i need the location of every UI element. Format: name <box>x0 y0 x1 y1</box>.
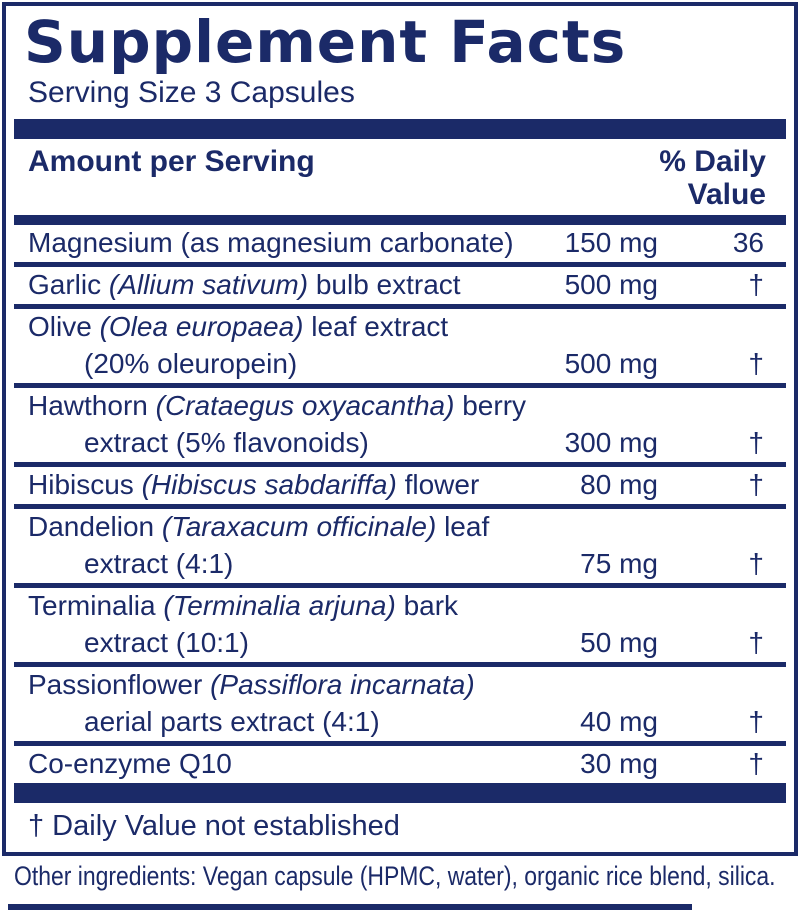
daily-value: † <box>748 748 764 780</box>
ingredient-row-coq10: Co-enzyme Q10 30 mg † <box>14 741 786 783</box>
ingredient-name-continuation: aerial parts extract (4:1) <box>84 706 380 738</box>
ingredient-name-text: Passionflower <box>28 669 211 701</box>
latin-name: (Allium sativum) <box>108 269 309 301</box>
latin-name: (Terminalia arjuna) <box>163 590 396 622</box>
ingredient-row-olive: Olive (Olea europaea) leaf extract (20% … <box>14 304 786 383</box>
ingredient-name-text: Garlic <box>28 269 109 301</box>
ingredient-name-text: Terminalia <box>28 590 164 622</box>
ingredient-name-text: Hibiscus <box>28 469 142 501</box>
ingredient-name: Co-enzyme Q10 <box>14 748 528 780</box>
ingredient-name: Garlic (Allium sativum) bulb extract <box>14 269 528 301</box>
ingredient-line-continuation: (20% oleuropein) 500 mg † <box>14 346 786 383</box>
daily-value-header: % Daily Value <box>659 145 766 211</box>
ingredient-row-dandelion: Dandelion (Taraxacum officinale) leaf ex… <box>14 504 786 583</box>
ingredient-name-suffix: flower <box>396 469 480 501</box>
ingredient-name-continuation: (20% oleuropein) <box>84 348 298 380</box>
ingredient-amount: 50 mg <box>580 627 658 659</box>
ingredient-name-text: Co-enzyme Q10 <box>28 748 232 780</box>
ingredient-amount: 500 mg <box>564 269 658 301</box>
ingredient-amount: 80 mg <box>580 469 658 501</box>
ingredient-line: Garlic (Allium sativum) bulb extract 500… <box>14 267 786 304</box>
divider-thick-bottom <box>14 783 786 804</box>
other-ingredients: Other ingredients: Vegan capsule (HPMC, … <box>14 861 776 892</box>
ingredient-name-suffix: leaf extract <box>303 311 449 343</box>
ingredient-name-text: Dandelion <box>28 511 162 543</box>
latin-name: (Olea europaea) <box>99 311 304 343</box>
ingredient-line: Olive (Olea europaea) leaf extract <box>14 309 786 346</box>
ingredient-name: Olive (Olea europaea) leaf extract <box>14 311 528 343</box>
ingredient-name-suffix: bulb extract <box>308 269 461 301</box>
ingredient-table: Magnesium (as magnesium carbonate) 150 m… <box>14 225 786 783</box>
ingredient-row-terminalia: Terminalia (Terminalia arjuna) bark extr… <box>14 583 786 662</box>
daily-value: † <box>748 469 764 501</box>
ingredient-name-suffix: leaf <box>436 511 490 543</box>
daily-value-header-line2: Value <box>687 178 766 212</box>
ingredient-name: Hibiscus (Hibiscus sabdariffa) flower <box>14 469 528 501</box>
daily-value-header-line1: % Daily <box>659 145 766 179</box>
ingredient-name-text: Olive <box>28 311 100 343</box>
divider-thick-top <box>14 119 786 140</box>
ingredient-line-continuation: aerial parts extract (4:1) 40 mg † <box>14 704 786 741</box>
latin-name: (Hibiscus sabdariffa) <box>141 469 397 501</box>
ingredient-line: Hibiscus (Hibiscus sabdariffa) flower 80… <box>14 467 786 504</box>
ingredient-name-continuation: extract (10:1) <box>84 627 249 659</box>
daily-value: 36 <box>732 227 764 259</box>
amount-per-serving-header: Amount per Serving <box>28 145 315 179</box>
ingredient-name-suffix: berry <box>454 390 527 422</box>
daily-value: † <box>748 269 764 301</box>
ingredient-name-text: Magnesium (as magnesium carbonate) <box>28 227 514 259</box>
column-header: Amount per Serving % Daily Value <box>14 139 786 215</box>
ingredient-name-suffix: bark <box>395 590 459 622</box>
latin-name: (Crataegus oxyacantha) <box>155 390 455 422</box>
bottom-edge-bar <box>8 904 692 910</box>
ingredient-name-text: Hawthorn <box>28 390 156 422</box>
ingredient-name-continuation: extract (4:1) <box>84 548 234 580</box>
daily-value: † <box>748 427 764 459</box>
ingredient-name: Passionflower (Passiflora incarnata) <box>14 669 528 701</box>
daily-value: † <box>748 548 764 580</box>
latin-name: (Passiflora incarnata) <box>210 669 475 701</box>
ingredient-line: Co-enzyme Q10 30 mg † <box>14 746 786 783</box>
ingredient-line: Terminalia (Terminalia arjuna) bark <box>14 588 786 625</box>
latin-name: (Taraxacum officinale) <box>161 511 437 543</box>
ingredient-name: Hawthorn (Crataegus oxyacantha) berry <box>14 390 528 422</box>
ingredient-amount: 30 mg <box>580 748 658 780</box>
ingredient-amount: 500 mg <box>564 348 658 380</box>
serving-size: Serving Size 3 Capsules <box>28 76 355 110</box>
ingredient-row-hawthorn: Hawthorn (Crataegus oxyacantha) berry ex… <box>14 383 786 462</box>
divider-medium <box>14 215 786 226</box>
daily-value: † <box>748 706 764 738</box>
ingredient-row-magnesium: Magnesium (as magnesium carbonate) 150 m… <box>14 225 786 262</box>
ingredient-name: Terminalia (Terminalia arjuna) bark <box>14 590 528 622</box>
daily-value-footnote: † Daily Value not established <box>28 810 400 843</box>
ingredient-name: Dandelion (Taraxacum officinale) leaf <box>14 511 528 543</box>
ingredient-line: Passionflower (Passiflora incarnata) <box>14 667 786 704</box>
supplement-facts-panel: Supplement Facts Serving Size 3 Capsules… <box>2 2 798 857</box>
daily-value: † <box>748 348 764 380</box>
ingredient-name-continuation: extract (5% flavonoids) <box>84 427 369 459</box>
ingredient-amount: 150 mg <box>564 227 658 259</box>
ingredient-amount: 75 mg <box>580 548 658 580</box>
ingredient-name: Magnesium (as magnesium carbonate) <box>14 227 528 259</box>
ingredient-row-passionflower: Passionflower (Passiflora incarnata) aer… <box>14 662 786 741</box>
ingredient-amount: 40 mg <box>580 706 658 738</box>
daily-value: † <box>748 627 764 659</box>
ingredient-line: Dandelion (Taraxacum officinale) leaf <box>14 509 786 546</box>
ingredient-line-continuation: extract (10:1) 50 mg † <box>14 625 786 662</box>
panel-title: Supplement Facts <box>24 8 627 76</box>
ingredient-row-garlic: Garlic (Allium sativum) bulb extract 500… <box>14 262 786 304</box>
ingredient-amount: 300 mg <box>564 427 658 459</box>
ingredient-line: Hawthorn (Crataegus oxyacantha) berry <box>14 388 786 425</box>
ingredient-row-hibiscus: Hibiscus (Hibiscus sabdariffa) flower 80… <box>14 462 786 504</box>
ingredient-line-continuation: extract (5% flavonoids) 300 mg † <box>14 425 786 462</box>
ingredient-line: Magnesium (as magnesium carbonate) 150 m… <box>14 225 786 262</box>
ingredient-line-continuation: extract (4:1) 75 mg † <box>14 546 786 583</box>
